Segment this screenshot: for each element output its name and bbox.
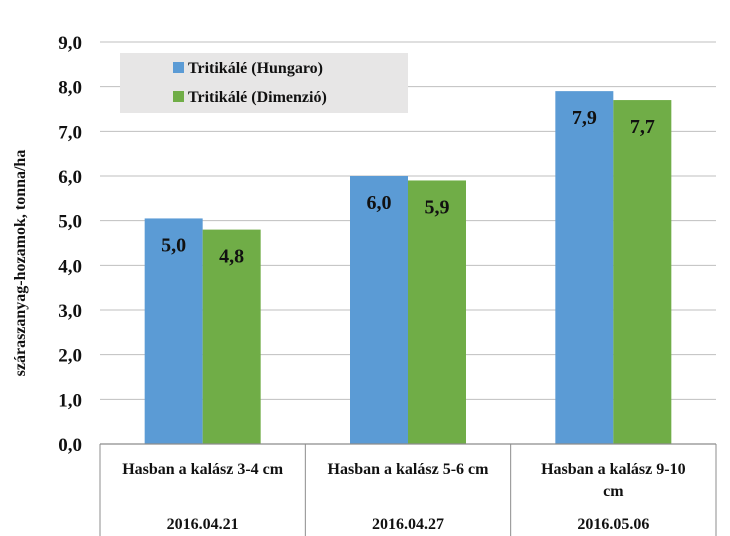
legend-swatch [173,91,184,102]
legend-swatch [173,62,184,73]
category-date: 2016.05.06 [577,516,649,533]
y-tick-label: 0,0 [58,435,82,456]
y-tick-label: 1,0 [58,390,82,411]
category-date: 2016.04.21 [167,516,239,533]
bar-dimenzio [408,180,466,444]
data-label: 5,0 [161,234,186,256]
y-tick-label: 6,0 [58,167,82,188]
bar-hungaro [555,91,614,444]
data-label: 7,7 [630,116,655,138]
bar-dimenzio [613,100,672,445]
data-label: 5,9 [425,196,450,218]
y-tick-label: 4,0 [58,256,82,277]
category-label: Hasban a kalász 9-10 [541,461,685,478]
legend-label: Tritikálé (Hungaro) [188,60,323,77]
category-label: Hasban a kalász 3-4 cm [122,461,284,478]
y-tick-label: 8,0 [58,78,82,99]
bar-hungaro [144,218,203,444]
y-tick-label: 3,0 [58,301,82,322]
y-tick-label: 7,0 [58,122,82,143]
bar-hungaro [350,176,408,444]
y-axis-title: száraszanyag-hozamok, tonna/ha [12,150,29,377]
category-label: Hasban a kalász 5-6 cm [328,461,490,478]
data-label: 4,8 [219,246,244,268]
legend-label: Tritikálé (Dimenzió) [188,89,327,106]
legend-box [120,53,408,113]
category-label: cm [603,483,624,500]
data-label: 6,0 [367,192,392,214]
y-tick-label: 2,0 [58,346,82,367]
y-tick-label: 9,0 [58,33,82,54]
y-tick-label: 5,0 [58,212,82,233]
bar-dimenzio [202,229,261,444]
data-label: 7,9 [572,107,597,129]
category-date: 2016.04.27 [372,516,444,533]
